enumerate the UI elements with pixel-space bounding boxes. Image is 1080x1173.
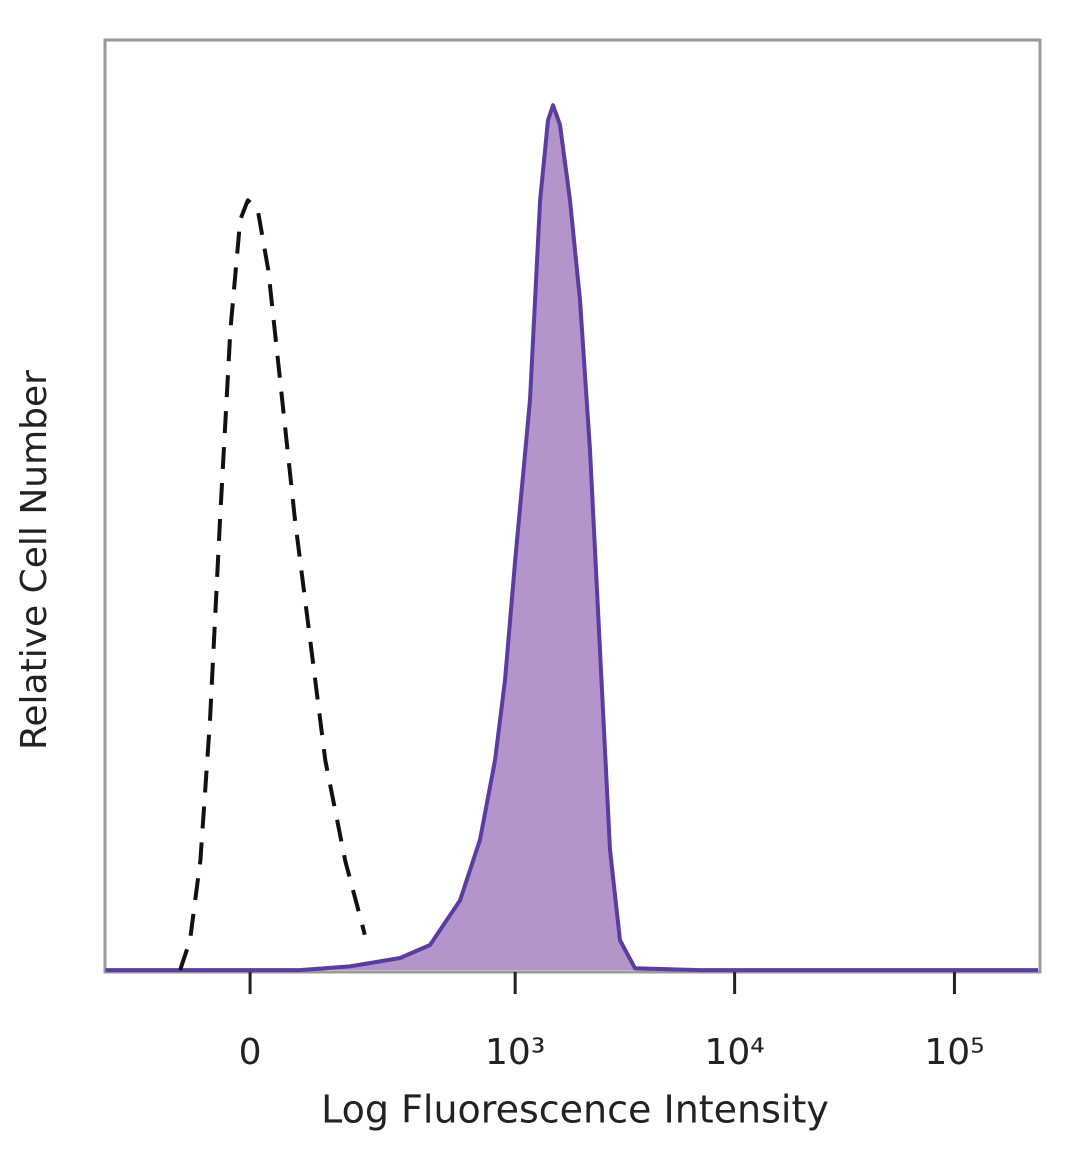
y-axis-label: Relative Cell Number	[14, 370, 55, 750]
area	[105, 105, 1039, 971]
x-tick-label: 10³	[485, 1032, 545, 1073]
line	[105, 103, 1038, 973]
plot-frame	[103, 38, 1042, 974]
x-axis-label: Log Fluorescence Intensity	[321, 1088, 829, 1132]
x-tick-label: 10⁵	[924, 1032, 984, 1073]
x-tick-label: 0	[239, 1032, 262, 1073]
line	[178, 198, 367, 971]
x-tick-label: 10⁴	[704, 1032, 764, 1073]
